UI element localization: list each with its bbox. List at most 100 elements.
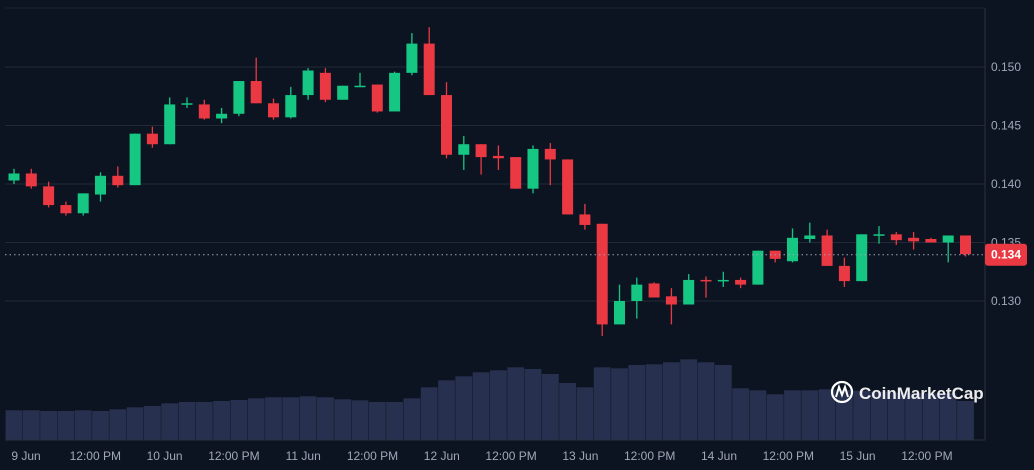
candle (752, 250, 764, 285)
volume-bar (870, 391, 888, 440)
volume-bar (749, 390, 767, 440)
candle-body (544, 148, 556, 160)
candle-body (596, 223, 608, 325)
time-tick-label: 12:00 PM (347, 449, 398, 463)
candle (787, 228, 798, 263)
candle-body (268, 103, 279, 118)
volume-bar (714, 365, 732, 440)
candle (233, 81, 245, 117)
time-tick-label: 14 Jun (701, 449, 737, 463)
candle-body (60, 205, 72, 214)
candle-body (492, 155, 504, 159)
volume-bar (420, 387, 438, 440)
candle (302, 68, 314, 100)
candle (838, 257, 850, 287)
candle-body (77, 193, 89, 214)
candle (319, 68, 331, 103)
volume-bar (472, 372, 490, 440)
volume-bar (784, 390, 801, 440)
candle (579, 203, 591, 230)
coinmarketcap-logo-icon (830, 380, 854, 404)
volume-bar (524, 369, 542, 440)
candle-body (441, 95, 452, 155)
volume-bar (368, 402, 386, 440)
candle (164, 97, 176, 145)
candle (614, 284, 625, 325)
time-tick-label: 12:00 PM (485, 449, 536, 463)
candle-body (146, 133, 158, 145)
candle-body (216, 113, 228, 119)
volume-bar (663, 362, 680, 440)
time-tick-label: 9 Jun (11, 449, 40, 463)
candle (562, 159, 574, 215)
candle (25, 168, 37, 189)
volume-bar (628, 365, 646, 440)
candle-body (371, 84, 383, 112)
volume-bar (957, 401, 974, 440)
time-tick-label: 12:00 PM (901, 449, 952, 463)
candle-body (164, 104, 176, 145)
candle-body (423, 43, 435, 96)
volume-bar (438, 380, 455, 440)
volume-bar (5, 410, 23, 440)
candle (146, 126, 158, 148)
volume-bar (126, 407, 144, 440)
volume-bar (680, 359, 698, 440)
candle (389, 71, 401, 112)
candle (406, 33, 418, 76)
time-tick-label: 12:00 PM (763, 449, 814, 463)
candle-body (389, 72, 401, 112)
candle (181, 97, 193, 108)
candle-body (614, 301, 625, 325)
volume-bar (801, 390, 819, 440)
volume-bar (178, 402, 196, 440)
volume-bar (905, 393, 922, 440)
candle (371, 84, 383, 113)
volume-bar (351, 400, 369, 440)
candles (8, 27, 971, 337)
time-tick-label: 11 Jun (286, 449, 321, 463)
candle-body (510, 157, 522, 189)
candle-body (960, 235, 971, 255)
candle (60, 201, 72, 216)
candle-body (354, 85, 366, 88)
volume-bar (265, 397, 282, 440)
time-tick-label: 12 Jun (424, 449, 460, 463)
volume-bar (939, 393, 957, 440)
candle (925, 237, 937, 243)
candle (683, 274, 695, 305)
volume-bar (230, 400, 248, 440)
volume-bar (853, 390, 871, 440)
time-tick-label: 10 Jun (147, 449, 183, 463)
candle (129, 133, 141, 186)
volume-bar (334, 399, 352, 440)
candle-body (804, 235, 816, 239)
volume-bar (507, 367, 525, 440)
volume-bar (922, 393, 940, 440)
candle-body (285, 95, 297, 118)
candle (665, 288, 677, 325)
time-tick-label: 12:00 PM (208, 449, 259, 463)
candle-body (233, 81, 245, 114)
candle-body (319, 72, 331, 100)
candle-body (735, 279, 747, 285)
candle-body (856, 234, 868, 282)
price-tick-label: 0.150 (991, 60, 1021, 74)
volume-bars (5, 359, 974, 440)
candle (112, 166, 124, 188)
candle-body (250, 81, 262, 104)
volume-bar (57, 411, 75, 440)
volume-bar (645, 364, 663, 440)
volume-bar (887, 392, 905, 440)
candle (510, 157, 522, 189)
candle-body (43, 186, 55, 206)
candle (423, 27, 435, 96)
volume-bar (593, 367, 611, 440)
candle-body (337, 85, 349, 100)
candle (700, 276, 712, 298)
candle (458, 136, 470, 170)
candle (890, 231, 902, 245)
candle-body (648, 283, 660, 298)
candle-body (908, 237, 920, 242)
